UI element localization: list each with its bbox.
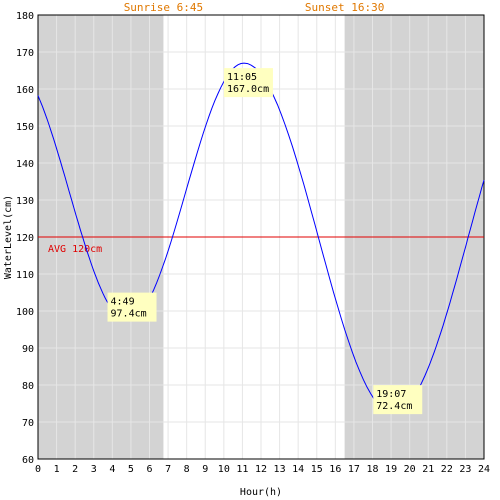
- x-tick-label: 17: [348, 464, 360, 475]
- x-tick-label: 12: [255, 464, 267, 475]
- y-tick-label: 70: [22, 418, 34, 429]
- x-tick-label: 4: [109, 464, 115, 475]
- y-tick-label: 180: [16, 11, 34, 22]
- y-tick-label: 150: [16, 122, 34, 133]
- tide-line: [37, 62, 485, 414]
- x-tick-label: 8: [184, 464, 190, 475]
- y-tick-label: 110: [16, 270, 34, 281]
- sunset-label: Sunset 16:30: [305, 1, 384, 14]
- y-tick-label: 170: [16, 48, 34, 59]
- annotation-time: 4:49: [111, 297, 135, 308]
- annotation-box: [373, 385, 423, 415]
- x-tick-label: 14: [292, 464, 304, 475]
- average-label: AVG 120cm: [48, 244, 102, 255]
- x-tick-label: 11: [236, 464, 248, 475]
- x-tick-label: 7: [165, 464, 171, 475]
- y-tick-label: 80: [22, 381, 34, 392]
- x-tick-label: 10: [218, 464, 230, 475]
- y-tick-label: 140: [16, 159, 34, 170]
- annotation-level: 72.4cm: [376, 401, 412, 412]
- x-tick-label: 13: [274, 464, 286, 475]
- x-tick-label: 2: [72, 464, 78, 475]
- x-tick-label: 22: [441, 464, 453, 475]
- x-tick-label: 21: [422, 464, 434, 475]
- sunrise-label: Sunrise 6:45: [124, 1, 203, 14]
- y-tick-label: 90: [22, 344, 34, 355]
- x-tick-label: 3: [91, 464, 97, 475]
- x-tick-label: 5: [128, 464, 134, 475]
- x-tick-label: 6: [146, 464, 152, 475]
- x-axis-label: Hour(h): [240, 487, 282, 498]
- y-tick-label: 120: [16, 233, 34, 244]
- annotation-level: 97.4cm: [111, 309, 147, 320]
- x-tick-label: 23: [459, 464, 471, 475]
- x-tick-label: 9: [202, 464, 208, 475]
- y-axis-label: WaterLevel(cm): [3, 195, 14, 279]
- x-tick-label: 18: [366, 464, 378, 475]
- annotation-level: 167.0cm: [227, 84, 269, 95]
- x-tick-label: 20: [404, 464, 416, 475]
- annotation-box: [223, 68, 273, 98]
- annotation-time: 19:07: [376, 389, 406, 400]
- x-axis-ticks: 0 1 2 3 4 5 6 7 8 9 10 11 12 13 14 15 16 17 18 19 20 21 22 23 24: [35, 464, 490, 475]
- x-tick-label: 1: [54, 464, 60, 475]
- y-tick-label: 130: [16, 196, 34, 207]
- annotation-time: 11:05: [227, 72, 257, 83]
- y-tick-label: 60: [22, 455, 34, 466]
- y-tick-label: 100: [16, 307, 34, 318]
- x-tick-label: 19: [385, 464, 397, 475]
- x-tick-label: 16: [329, 464, 341, 475]
- x-tick-label: 15: [311, 464, 323, 475]
- y-axis-ticks: 60 70 80 90 100 110 120 130 140 150 160 170 180: [16, 11, 34, 466]
- x-tick-label: 0: [35, 464, 41, 475]
- annotation-box: [107, 292, 157, 322]
- y-tick-label: 160: [16, 85, 34, 96]
- x-tick-label: 24: [478, 464, 490, 475]
